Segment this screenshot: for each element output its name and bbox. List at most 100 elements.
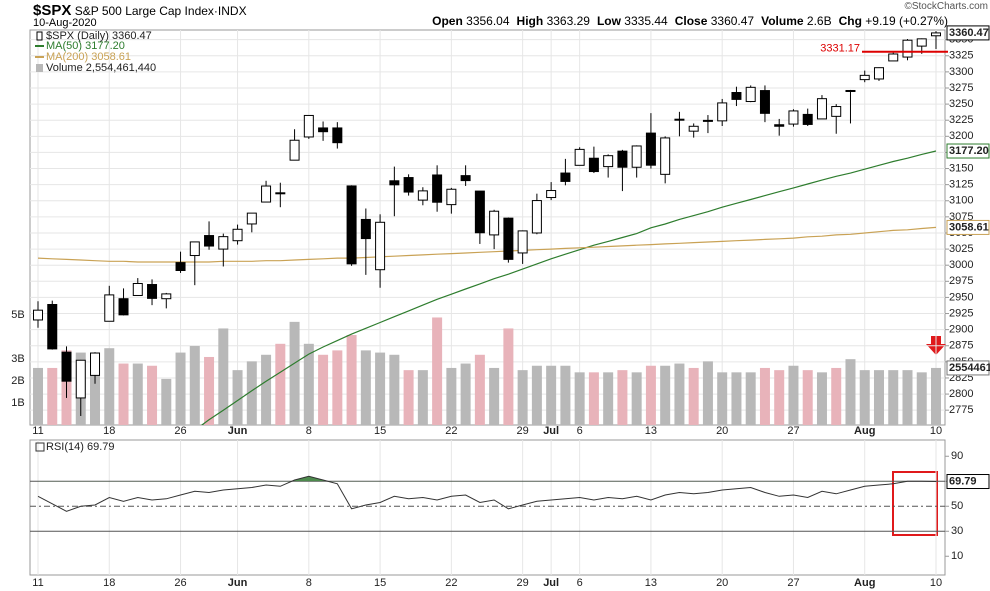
quote-label: Open [432, 14, 463, 28]
x-tick-label: Jun [228, 425, 248, 437]
candle-body [802, 113, 813, 125]
volume-bar [489, 367, 500, 425]
symbol: $SPX [33, 2, 72, 19]
legend-entry: RSI(14) 69.79 [46, 441, 115, 453]
volume-tick-label: 5B [11, 309, 24, 321]
candle-body [588, 157, 599, 173]
legend-name: Volume [46, 62, 83, 74]
volume-bar [446, 367, 457, 425]
volume-bar [332, 350, 343, 425]
y-tick-label: 2875 [949, 340, 973, 352]
candle-body [717, 102, 728, 122]
quote-item: Volume 2.6B [754, 14, 831, 28]
candle-body [902, 39, 913, 58]
y-tick-label: 3075 [949, 211, 973, 223]
candle-body [688, 125, 699, 132]
candle-body [432, 174, 443, 203]
quote-value: 3363.29 [546, 14, 590, 28]
x-tick-label: 15 [374, 425, 386, 437]
volume-bar [859, 370, 870, 425]
y-tick-label: 10 [951, 550, 963, 562]
candle-body [560, 172, 571, 182]
candle-body [831, 106, 842, 117]
candle-body [674, 118, 685, 121]
copyright: ©StockCharts.com [904, 1, 988, 12]
x-tick-label: 13 [645, 577, 657, 589]
legend-entry: MA(200) 3058.61 [46, 51, 131, 63]
candle-body [774, 124, 785, 127]
candle-body [517, 230, 528, 254]
price-panel [29, 29, 946, 426]
legend-value: 2,554,461,440 [86, 62, 156, 74]
x-tick-label: Jul [543, 425, 559, 437]
volume-bar [816, 372, 827, 425]
volume-bar [375, 352, 386, 425]
volume-tick-label: 3B [11, 353, 24, 365]
candle-body [759, 90, 770, 114]
candle-body [631, 145, 642, 168]
volume-bar [931, 367, 941, 425]
y-tick-label: 2950 [949, 291, 973, 303]
volume-bar [603, 372, 614, 425]
rsi-value-tag: 69.79 [949, 475, 977, 487]
quote-item: Low 3335.44 [590, 14, 668, 28]
volume-bar [246, 361, 257, 425]
candle-body [218, 236, 229, 250]
legend-entry: $SPX (Daily) 3360.47 [46, 30, 152, 42]
volume-tick-label: 1B [11, 397, 24, 409]
x-tick-label: 8 [306, 577, 312, 589]
candle-body [859, 74, 870, 81]
x-tick-label: 22 [445, 425, 457, 437]
candle-body [503, 217, 514, 260]
volume-bar [218, 328, 229, 425]
y-tick-label: 30 [951, 525, 963, 537]
y-tick-label: 3150 [949, 162, 973, 174]
x-tick-label: Jun [228, 577, 248, 589]
x-tick-label: 10 [930, 577, 942, 589]
volume-bar [688, 367, 699, 425]
volume-bar [588, 372, 599, 425]
quote-item: High 3363.29 [510, 14, 590, 28]
candle-body [474, 190, 485, 234]
volume-bar [873, 370, 884, 425]
exchange: INDX [217, 4, 247, 18]
volume-bar [788, 365, 799, 425]
candle-body [204, 235, 215, 247]
candle-body [261, 185, 272, 203]
candle-body [175, 262, 186, 271]
candle-body [132, 282, 143, 296]
y-tick-label: 3200 [949, 130, 973, 142]
legend-entry: MA(50) 3177.20 [46, 40, 125, 52]
rsi-line [37, 475, 937, 512]
volume-bars [33, 317, 941, 425]
candle-body [90, 352, 101, 376]
volume-bar [888, 370, 899, 425]
y-tick-label: 3000 [949, 259, 973, 271]
ma-value-tag: 3177.20 [949, 145, 989, 157]
candle-body [360, 218, 371, 240]
volume-bar [745, 372, 756, 425]
x-tick-label: 18 [103, 425, 115, 437]
volume-bar [759, 367, 770, 425]
volume-bar [318, 354, 329, 425]
volume-bar [617, 370, 628, 425]
candles [33, 31, 941, 416]
x-tick-label: 26 [174, 577, 186, 589]
y-tick-label: 50 [951, 500, 963, 512]
volume-bar [289, 321, 300, 425]
y-tick-label: 3225 [949, 114, 973, 126]
legend-value: 3058.61 [91, 51, 131, 63]
volume-bar [717, 372, 728, 425]
candle-body [118, 298, 129, 316]
x-tick-label: 13 [645, 425, 657, 437]
volume-bar [303, 343, 314, 425]
x-tick-label: Aug [854, 577, 875, 589]
candle-body [303, 114, 314, 138]
candle-body [745, 86, 756, 103]
index-name: S&P 500 Large Cap Index [74, 4, 214, 18]
y-tick-label: 3100 [949, 195, 973, 207]
candle-body [232, 228, 243, 242]
candle-body [289, 139, 300, 161]
